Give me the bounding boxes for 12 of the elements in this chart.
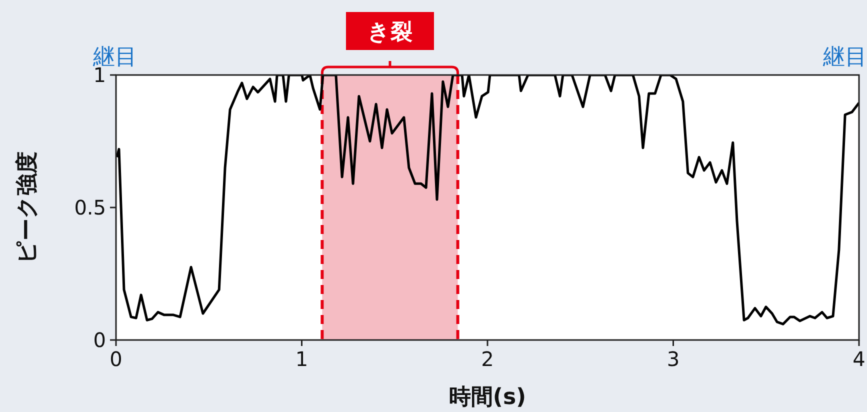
y-tick-label: 0 <box>93 328 106 352</box>
y-tick-label: 0.5 <box>74 196 106 220</box>
x-tick-label: 4 <box>852 347 866 371</box>
y-axis-title: ピーク強度 <box>14 152 40 264</box>
line-series <box>116 75 859 326</box>
band-label: き裂 <box>367 20 412 45</box>
x-tick-label: 2 <box>481 347 494 371</box>
x-tick-label: 3 <box>666 347 680 371</box>
x-axis-title: 時間(s) <box>448 385 526 410</box>
text: 継目 <box>822 45 867 70</box>
x-tick-label: 1 <box>295 347 308 371</box>
x-tick-label: 0 <box>110 347 122 371</box>
